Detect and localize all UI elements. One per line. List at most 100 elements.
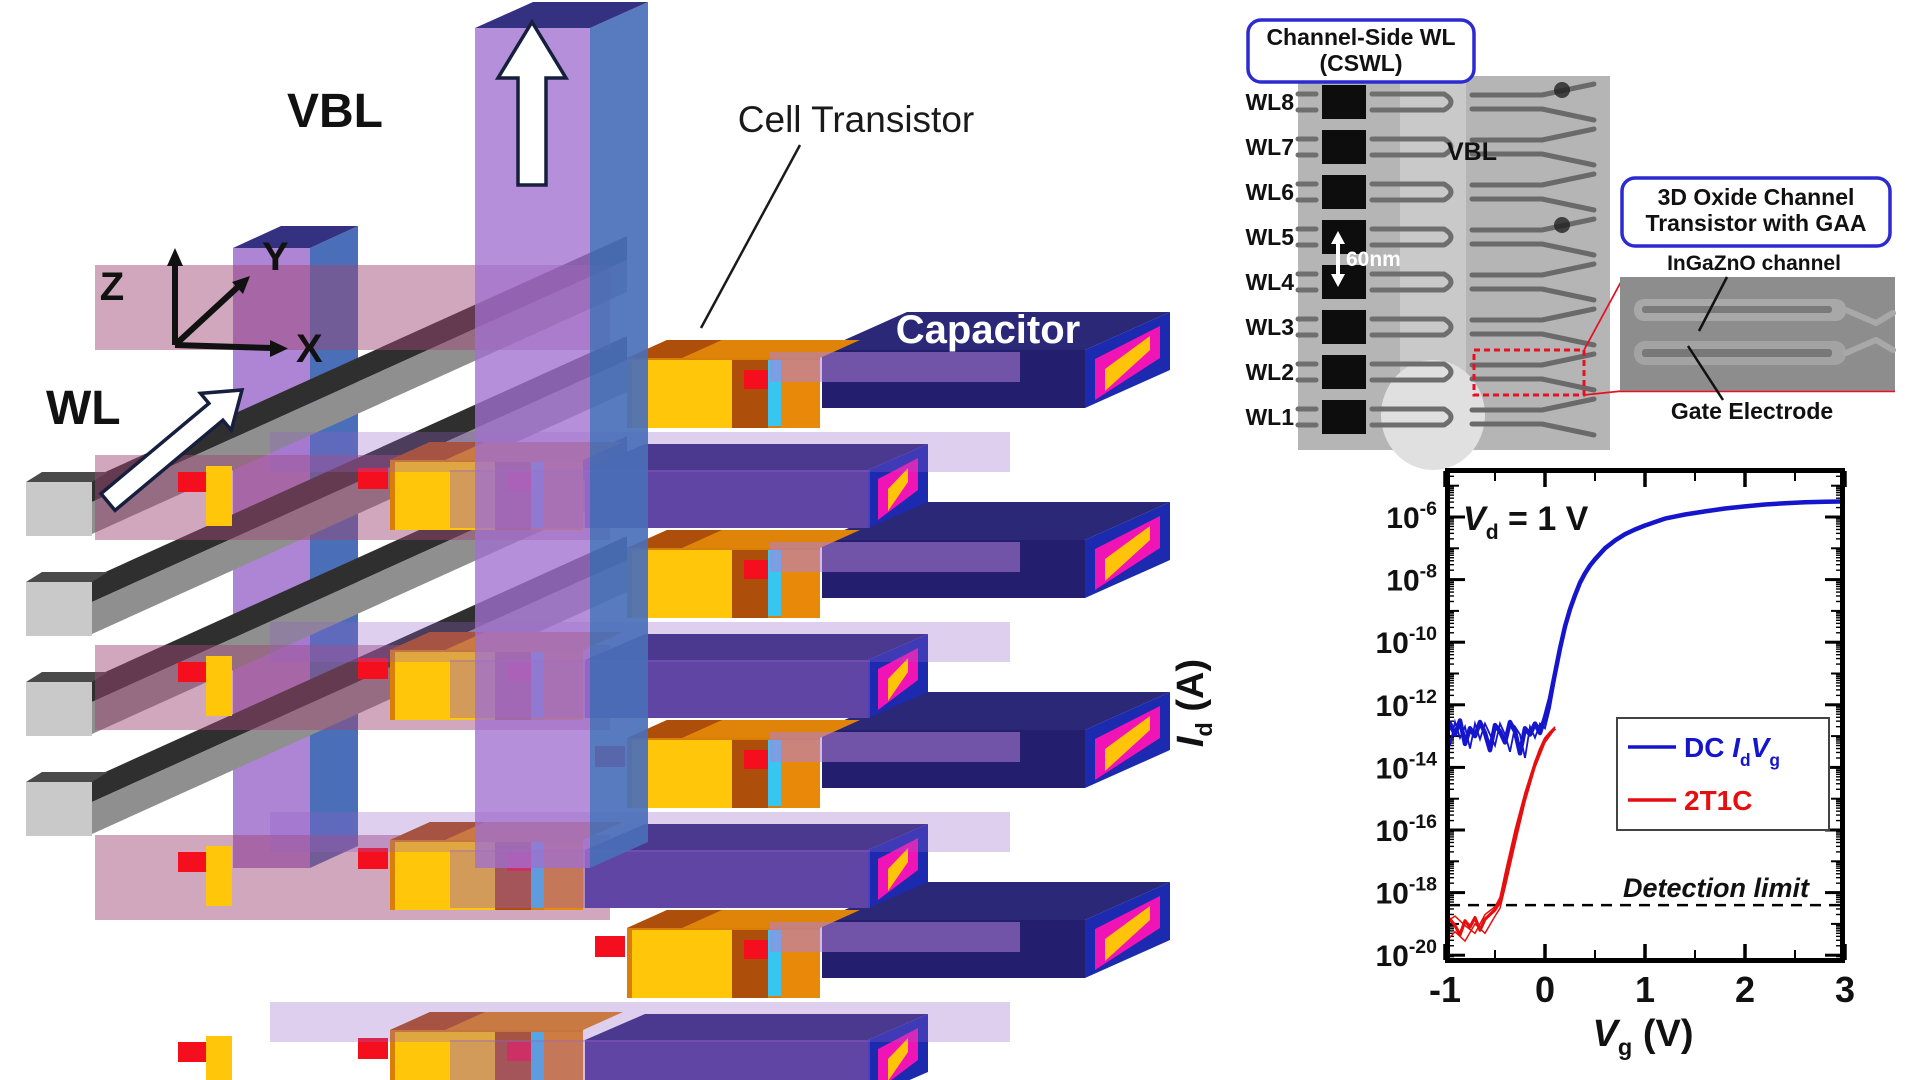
channel-upper-core	[1642, 306, 1832, 313]
blue-curve	[1450, 499, 1840, 756]
y-tick-label: 10-20	[1375, 936, 1437, 973]
y-tick-label: 10-8	[1386, 561, 1437, 598]
wordline-cap-top	[26, 772, 108, 782]
data-curves	[1450, 499, 1840, 943]
tem-fork	[1539, 126, 1597, 143]
pillar-top-face	[233, 226, 358, 248]
contact-red-right	[744, 750, 768, 769]
axis-triad	[167, 248, 288, 357]
wl-direction-arrow	[98, 388, 245, 513]
cswl-callout-line1: Channel-Side WL	[1266, 24, 1455, 50]
capacitor-top-face	[822, 692, 1170, 730]
wordline-label: WL6	[1245, 179, 1294, 205]
tem-fork	[1539, 376, 1597, 393]
capacitor-top-face	[585, 824, 928, 850]
y-tick-labels: 10-6 10-8 10-10 10-12 10-14 10-16 10-18 10-20	[1375, 498, 1437, 973]
capacitor-end-yellow-core	[888, 468, 908, 511]
capacitor-top-face	[585, 444, 928, 470]
tem-wordline-blob	[1322, 220, 1366, 254]
capacitor-top-face	[585, 634, 928, 660]
capacitor-end-yellow-core	[1105, 906, 1150, 961]
transistor-yellow-face	[632, 550, 732, 618]
contact-yellow	[206, 846, 232, 906]
wordline-label: WL3	[1245, 314, 1294, 340]
transistor-right-edge	[544, 1032, 583, 1080]
channel-fork	[1843, 307, 1896, 356]
vbl-label: VBL	[287, 85, 383, 138]
tem-fork	[1539, 171, 1597, 188]
contact-red-left	[595, 936, 625, 957]
capacitor-end-yellow-core	[888, 658, 908, 701]
tem-fork	[1539, 261, 1597, 278]
tem-fork	[1539, 396, 1597, 413]
cell-transistor-label: Cell Transistor	[738, 99, 974, 140]
tem-wordline-blob	[1322, 175, 1366, 209]
zoom-connector-line-top	[1583, 279, 1623, 351]
tem-wordline-blob	[1322, 130, 1366, 164]
lavender-band	[770, 922, 1020, 952]
transistor-top-brown	[627, 720, 722, 738]
wordline-end-cap	[26, 682, 92, 736]
vbl-pillar-front	[475, 2, 648, 868]
wordline-end-cap	[26, 782, 92, 836]
capacitor-top-face	[585, 1014, 928, 1040]
y-axis-label: Id (A)	[1170, 659, 1217, 747]
axis-ticks	[1443, 471, 1847, 960]
tem-wordline-blob	[1322, 355, 1366, 389]
scale-arrowhead-bottom	[1331, 274, 1345, 287]
transistor-top-brown	[627, 910, 722, 928]
tem-wordline-labels: WL8 WL7 WL6 WL5 WL4 WL3 WL2 WL1	[1245, 89, 1294, 430]
wordline-cap-top	[26, 572, 108, 582]
overlay-band-wide	[270, 1002, 1010, 1042]
y-axis-label-schematic: Y	[262, 235, 289, 279]
pillar-top-face	[475, 2, 648, 28]
transistor-top-brown	[390, 1012, 485, 1030]
tem-finger-tip	[1442, 406, 1454, 428]
cswl-callout-line2: (CSWL)	[1319, 50, 1402, 76]
wordline-label: WL4	[1245, 269, 1294, 295]
transistor-gate-oxide-cyan	[531, 1032, 544, 1080]
legend-border	[1616, 717, 1830, 831]
vd-annotation: Vd = 1 V	[1463, 500, 1589, 544]
tem-fork	[1539, 306, 1597, 323]
tem-finger-tip	[1442, 136, 1454, 158]
lavender-band	[770, 732, 1020, 762]
tem-fork	[1539, 286, 1597, 303]
y-tick-label: 10-16	[1375, 811, 1437, 848]
translucent-purple-bands	[770, 352, 1020, 952]
wordline-end-cap	[26, 582, 92, 636]
tem-dark-spot	[1554, 217, 1570, 233]
contact-red-right	[744, 370, 768, 389]
capacitor-front-face	[585, 1040, 868, 1080]
tem-fork	[1539, 331, 1597, 348]
y-axis-arrowhead	[232, 276, 250, 294]
scale-label: 60nm	[1346, 248, 1401, 271]
y-tick-label: 10-18	[1375, 874, 1437, 911]
inset-sem-image	[1620, 277, 1895, 392]
gaa-inset-panel: 3D Oxide Channel Transistor with GAA InG…	[1620, 176, 1896, 424]
zoom-connector-line-bottom	[1583, 390, 1623, 396]
wordline-end-cap	[26, 482, 92, 536]
x-axis-label-schematic: X	[296, 327, 323, 371]
capacitor-top-face	[822, 312, 1170, 350]
y-tick-label: 10-12	[1375, 686, 1437, 723]
x-tick-label: 3	[1835, 969, 1855, 1010]
red-curve	[1450, 727, 1557, 937]
scale-marker: 60nm	[1331, 231, 1401, 287]
capacitor-front-face	[585, 850, 868, 908]
contact-yellow	[206, 656, 232, 716]
contact-red	[178, 662, 206, 682]
x-tick-label: 0	[1535, 969, 1555, 1010]
lavender-band	[770, 352, 1020, 382]
bitline-contacts	[178, 466, 232, 1080]
contact-red	[178, 852, 206, 872]
capacitor-end-yellow-core	[888, 1038, 908, 1080]
wordline-label: WL5	[1245, 224, 1294, 250]
gate-electrode-label: Gate Electrode	[1671, 398, 1833, 424]
detection-limit-label: Detection limit	[1623, 873, 1810, 903]
contact-red	[178, 472, 206, 492]
contact-red-right	[507, 1042, 531, 1061]
